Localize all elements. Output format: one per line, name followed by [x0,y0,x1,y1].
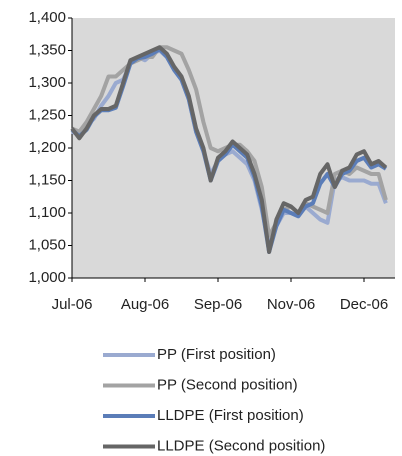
x-tick-label: Dec-06 [340,296,388,313]
series-line [70,45,388,254]
y-tick-label: 1,150 [28,171,66,188]
legend-label: PP (First position) [157,346,276,363]
legend-label: LLDPE (First position) [157,407,304,424]
y-tick-label: 1,100 [28,204,66,221]
y-tick-label: 1,200 [28,139,66,156]
y-tick-label: 1,300 [28,74,66,91]
y-tick-label: 1,350 [28,41,66,58]
y-tick-label: 1,250 [28,106,66,123]
x-tick-label: Sep-06 [194,296,242,313]
y-tick-label: 1,000 [28,269,66,286]
legend-label: LLDPE (Second position) [157,437,325,454]
legend-label: PP (Second position) [157,376,298,393]
x-tick-label: Aug-06 [121,296,169,313]
x-tick-label: Nov-06 [267,296,315,313]
y-tick-label: 1,400 [28,9,66,26]
x-tick-label: Jul-06 [52,296,93,313]
y-tick-label: 1,050 [28,236,66,253]
